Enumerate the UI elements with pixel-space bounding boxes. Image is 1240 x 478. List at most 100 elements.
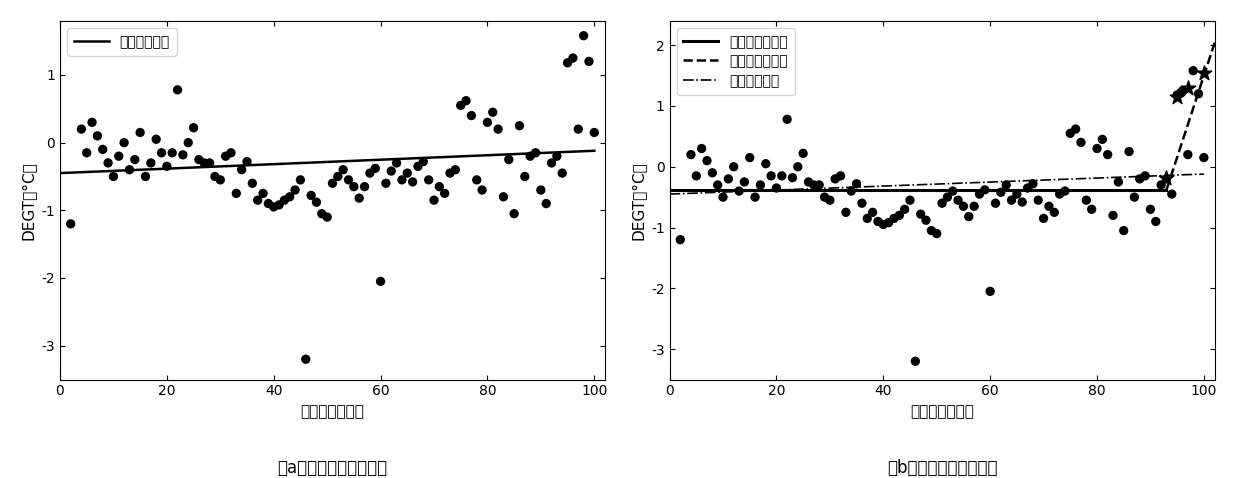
Point <box>477 119 497 126</box>
Point <box>826 175 846 183</box>
Point <box>831 172 851 180</box>
Point <box>926 230 946 238</box>
Point <box>77 149 97 157</box>
Point <box>1065 125 1085 133</box>
Point <box>343 183 363 190</box>
Point <box>248 196 268 204</box>
Point <box>1157 175 1177 183</box>
Point <box>692 145 712 152</box>
Point <box>1109 178 1128 186</box>
Point <box>949 196 968 204</box>
Point <box>708 181 728 189</box>
Point <box>810 181 830 189</box>
Point <box>895 206 915 213</box>
Point <box>371 278 391 285</box>
Point <box>489 125 508 133</box>
Point <box>852 199 872 207</box>
Point <box>526 149 546 157</box>
Point <box>360 169 379 177</box>
Point <box>1023 180 1043 187</box>
Point <box>322 179 342 187</box>
拟合第二段直线 <box>1213 24 1228 30</box>
Point <box>135 173 155 180</box>
Point <box>1130 175 1149 183</box>
拟合第二段直线 <box>1159 187 1174 193</box>
Point <box>857 215 877 222</box>
Point <box>1076 196 1096 204</box>
Point <box>167 86 187 94</box>
Legend: 拟合第一段直线, 拟合第二段直线, 一段直线拟合: 拟合第一段直线, 拟合第二段直线, 一段直线拟合 <box>677 28 795 95</box>
Point <box>1018 184 1038 192</box>
Point <box>942 187 962 195</box>
Point <box>88 132 108 140</box>
Point <box>184 124 203 131</box>
Point <box>568 125 588 133</box>
Point <box>290 176 310 184</box>
Point <box>782 174 802 182</box>
Point <box>221 149 241 157</box>
Point <box>232 166 252 174</box>
Point <box>1114 227 1133 234</box>
Point <box>82 119 102 126</box>
Point <box>766 184 786 192</box>
Point <box>905 358 925 365</box>
Point <box>1141 206 1161 213</box>
Point <box>574 32 594 40</box>
Point <box>910 210 930 218</box>
Point <box>461 112 481 120</box>
Point <box>445 166 465 174</box>
Point <box>61 220 81 228</box>
Point <box>515 173 534 180</box>
Point <box>724 163 744 171</box>
Point <box>188 156 208 163</box>
Point <box>1157 174 1177 182</box>
Point <box>151 149 171 157</box>
Point <box>563 54 583 62</box>
Point <box>916 217 936 224</box>
Point <box>959 213 978 220</box>
Point <box>130 129 150 136</box>
Point <box>1034 215 1054 222</box>
Point <box>547 152 567 160</box>
Y-axis label: DEGT（°C）: DEGT（°C） <box>21 161 36 239</box>
Point <box>435 190 455 197</box>
Point <box>954 202 973 210</box>
Point <box>413 158 433 165</box>
Point <box>200 159 219 167</box>
Point <box>505 210 525 217</box>
Point <box>558 59 578 66</box>
Point <box>510 122 529 130</box>
Point <box>584 129 604 136</box>
Point <box>1044 208 1064 216</box>
Point <box>1087 145 1107 152</box>
Point <box>552 169 572 177</box>
Point <box>1028 196 1048 204</box>
Point <box>387 159 407 167</box>
Point <box>366 164 386 172</box>
Point <box>301 192 321 199</box>
Point <box>424 196 444 204</box>
Point <box>1097 151 1117 158</box>
Point <box>109 152 129 160</box>
Point <box>847 180 867 187</box>
Point <box>713 193 733 201</box>
Point <box>970 190 990 198</box>
Point <box>1002 196 1022 204</box>
Point <box>1081 206 1101 213</box>
Point <box>996 181 1016 189</box>
Point <box>1071 139 1091 146</box>
Point <box>494 193 513 201</box>
Point <box>172 151 192 159</box>
Point <box>179 139 198 146</box>
Point <box>72 125 92 133</box>
Point <box>306 198 326 206</box>
Point <box>1135 172 1154 180</box>
Point <box>761 172 781 180</box>
Point <box>986 199 1006 207</box>
Point <box>1189 90 1209 98</box>
Point <box>162 149 182 157</box>
Point <box>205 173 224 180</box>
Point <box>771 172 791 180</box>
Point <box>312 210 332 217</box>
Point <box>397 169 417 177</box>
